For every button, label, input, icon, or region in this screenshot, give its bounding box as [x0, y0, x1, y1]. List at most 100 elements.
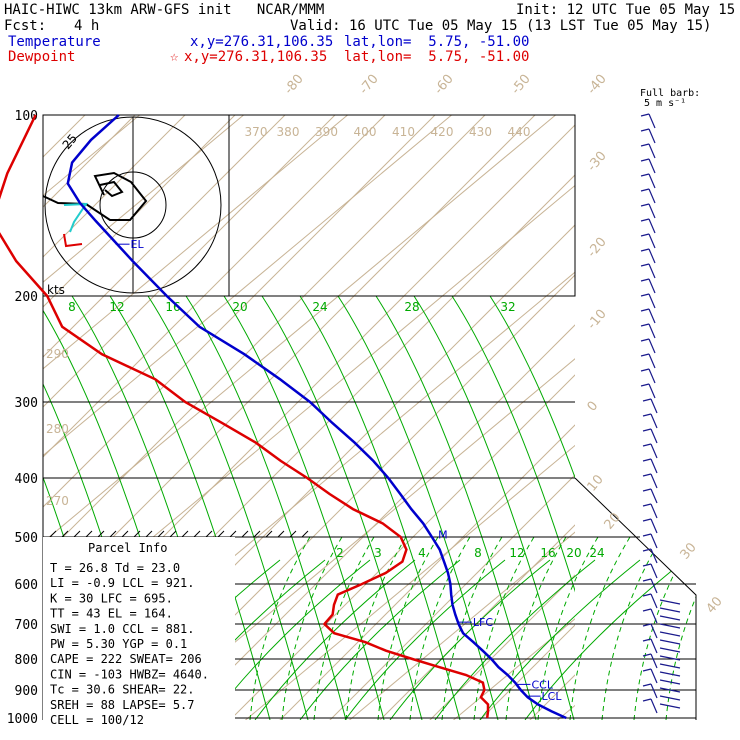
wind-barb — [659, 599, 681, 605]
forecast-label: Fcst: — [4, 18, 47, 34]
parcel-info-row: SWI = 1.0 CCL = 881. — [50, 622, 195, 636]
moist-adiabat — [249, 536, 311, 720]
mixing-ratio-line — [254, 559, 416, 720]
wind-barb — [642, 668, 652, 672]
wind-barb — [659, 679, 681, 685]
wind-barb — [648, 338, 656, 354]
wind-barb — [640, 173, 650, 177]
isotherm-line — [43, 115, 453, 457]
wind-barb — [650, 593, 658, 609]
wind-barb — [640, 248, 650, 252]
theta-e-label: 410 — [392, 125, 415, 139]
parcel-info-row: SREH = 88 LAPSE= 5.7 — [50, 698, 195, 712]
wind-barb — [640, 203, 650, 207]
pressure-tick-label: 600 — [15, 578, 38, 593]
dewpoint-star-icon: ☆ — [170, 49, 179, 65]
wind-barb — [640, 233, 650, 237]
wind-barb — [642, 413, 652, 417]
moist-adiabat — [505, 536, 567, 720]
theta-line — [429, 574, 575, 720]
theta-line — [329, 474, 575, 720]
isotherm-label: 10 — [585, 472, 607, 494]
wind-barb — [648, 188, 656, 204]
pressure-tick-label: 700 — [15, 618, 38, 633]
wind-barb — [659, 663, 681, 669]
temperature-profile — [66, 114, 567, 720]
temperature-latlon: lat,lon= 5.75, -51.00 — [344, 34, 530, 50]
hodograph-trace — [42, 171, 148, 221]
wind-barb — [648, 293, 656, 309]
pressure-tick-label: 200 — [15, 290, 38, 305]
moist-adiabat — [345, 536, 407, 720]
moist-adiabat — [441, 536, 503, 720]
wind-barb — [659, 647, 681, 653]
valid-time: Valid: 16 UTC Tue 05 May 15 (13 LST Tue … — [290, 18, 712, 34]
mixing-ratio-line — [147, 295, 309, 720]
hodograph: kts 25 — [42, 116, 222, 297]
pressure-tick-label: 1000 — [7, 712, 38, 727]
hodograph-units: kts — [47, 283, 65, 297]
wind-barb — [650, 698, 658, 714]
parcel-info-row: Tc = 30.6 SHEAR= 22. — [50, 683, 195, 697]
wind-barb — [650, 653, 658, 669]
parcel-info-row: PW = 5.30 YGP = 0.1 — [50, 637, 187, 651]
wind-barb — [640, 218, 650, 222]
barb-note-line1: Full barb: — [640, 88, 701, 99]
wind-barb — [640, 158, 650, 162]
theta-line — [610, 100, 740, 740]
wind-barb — [642, 638, 652, 642]
wind-barb — [640, 383, 650, 387]
dewpoint-xy: x,y=276.31,106.35 — [184, 49, 328, 65]
theta-e-label: 430 — [469, 125, 492, 139]
mixing-ratio-line — [524, 559, 686, 720]
temperature-xy: x,y=276.31,106.35 — [190, 34, 334, 50]
isotherm-label: 30 — [678, 540, 700, 562]
theta-line — [710, 100, 740, 740]
parcel-info-row: CIN = -103 HWBZ= 4640. — [50, 667, 209, 681]
wind-barb — [659, 687, 681, 693]
wind-barb — [642, 563, 652, 567]
wind-barb — [640, 368, 650, 372]
wind-barb — [659, 615, 681, 621]
isotherm-label: -50 — [509, 72, 534, 98]
wind-barb — [650, 428, 658, 444]
wind-barb — [648, 113, 656, 129]
level-label-ccl: CCL — [531, 678, 553, 691]
wind-barb — [648, 278, 656, 294]
theta-e-label-partial: 370 — [245, 125, 268, 139]
mixing-ratio-line — [489, 295, 575, 479]
mixing-ratio-label: 16 — [165, 300, 180, 314]
dry-adiabat-label: 280 — [46, 422, 69, 436]
mixing-ratio-label: 12 — [509, 546, 524, 560]
moist-adiabat — [473, 536, 535, 720]
freezing-tick — [301, 530, 309, 538]
theta-e-label: 420 — [431, 125, 454, 139]
theta-line — [43, 115, 186, 258]
wind-barb — [659, 695, 681, 701]
freezing-tick — [109, 530, 117, 538]
pressure-tick-label: 500 — [15, 531, 38, 546]
wind-barb — [650, 623, 658, 639]
mixing-ratio-line — [109, 295, 271, 720]
hodograph-trace-surface — [63, 233, 83, 248]
dewpoint-profile — [0, 114, 490, 719]
theta-line — [43, 115, 286, 358]
lower-frame-edge — [574, 477, 697, 720]
mixing-ratio-label: 4 — [418, 546, 426, 560]
freezing-tick — [277, 530, 285, 538]
wind-barb — [648, 158, 656, 174]
wind-barb — [642, 653, 652, 657]
wind-barb — [640, 353, 650, 357]
temperature-legend: Temperature — [8, 34, 101, 50]
freezing-tick — [73, 530, 81, 538]
freezing-tick — [265, 530, 273, 538]
wind-barb — [650, 668, 658, 684]
pressure-tick-label: 400 — [15, 472, 38, 487]
isotherm-label: 40 — [704, 594, 726, 616]
theta-line — [279, 424, 575, 720]
isotherm-line — [43, 184, 575, 630]
theta-line — [179, 324, 575, 720]
melting-level-label: M — [438, 528, 448, 541]
theta-line — [229, 374, 575, 720]
parcel-info-row: CAPE = 222 SWEAT= 206 — [50, 652, 202, 666]
